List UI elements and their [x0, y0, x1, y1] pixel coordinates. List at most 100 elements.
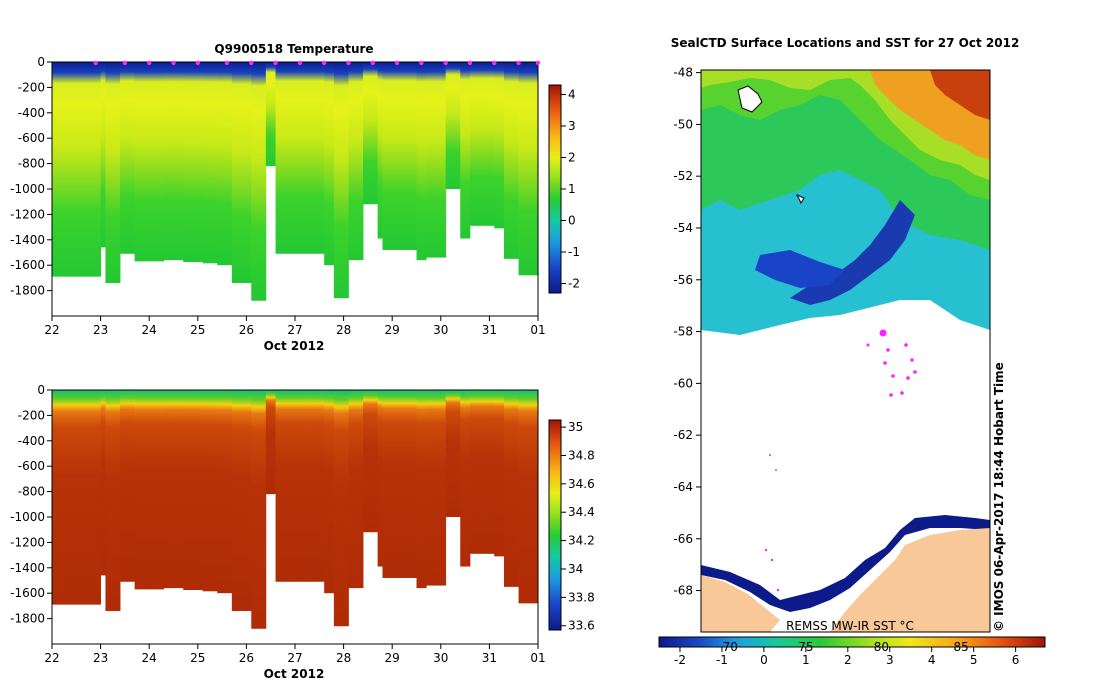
- colorbar-tick-label: 2: [568, 150, 576, 164]
- profile-column: [52, 62, 77, 277]
- surface-marker: [467, 60, 473, 66]
- surface-marker: [516, 60, 521, 66]
- y-tick-label: -1200: [10, 535, 45, 549]
- profile-column: [363, 62, 379, 205]
- x-tick-label: 27: [287, 323, 302, 337]
- profile-column: [416, 390, 427, 589]
- sst-colorbar-tick-label: 6: [1012, 653, 1020, 667]
- x-tick-label: 23: [93, 651, 108, 665]
- antarctica-land-east: [830, 528, 990, 632]
- profile-column: [324, 390, 335, 594]
- profile-column: [100, 390, 106, 576]
- profile-column: [533, 62, 539, 276]
- profile-column: [382, 390, 403, 578]
- profile-column: [333, 390, 349, 627]
- profile-column: [426, 390, 447, 586]
- profile-column: [494, 62, 505, 229]
- salinity-colorbar: [548, 419, 562, 631]
- profile-column: [105, 62, 121, 283]
- sst-cold-patch: [755, 250, 845, 288]
- y-tick-label: -200: [18, 80, 45, 94]
- profile-column: [484, 62, 495, 226]
- lat-tick-label: -50: [673, 117, 693, 131]
- temperature-axes: 0 -200 -400 -600 -800 -1000 -1200 -1400 -1600 -18…: [10, 55, 546, 337]
- coastal-cold-band: [701, 515, 990, 612]
- temperature-title: Q9900518 Temperature: [214, 42, 373, 56]
- x-tick-label: 26: [239, 323, 254, 337]
- x-tick-label: 28: [336, 323, 351, 337]
- lat-tick-label: -66: [673, 532, 693, 546]
- y-tick-label: -1000: [10, 182, 45, 196]
- profile-column: [382, 62, 403, 250]
- profile-column: [295, 62, 310, 254]
- x-tick-label: 25: [190, 323, 205, 337]
- surface-marker: [147, 60, 152, 66]
- map-source-label: REMSS MW-IR SST °C: [786, 619, 914, 633]
- profile-column: [363, 390, 379, 533]
- profile-column: [469, 390, 485, 554]
- surface-marker: [249, 60, 254, 66]
- profile-column: [120, 390, 136, 582]
- profile-column: [134, 62, 145, 262]
- profile-column: [265, 390, 276, 495]
- surface-marker: [370, 60, 375, 66]
- surface-marker: [93, 60, 98, 66]
- x-tick-label: 29: [385, 651, 400, 665]
- profile-column: [348, 62, 364, 261]
- colorbar-tick-label: 34.6: [568, 477, 595, 491]
- x-tick-label: 29: [385, 323, 400, 337]
- lat-tick-label: -62: [673, 428, 693, 442]
- sst-fahrenheit-tick-label: 85: [953, 640, 968, 654]
- salinity-axes: 0 -200 -400 -600 -800 -1000 -1200 -1400 -1600 -18…: [10, 383, 546, 665]
- surface-marker: [394, 60, 400, 66]
- profile-column: [503, 62, 519, 259]
- map-title: SealCTD Surface Locations and SST for 27…: [671, 36, 1020, 50]
- profile-column: [217, 62, 233, 266]
- y-tick-label: -600: [18, 459, 45, 473]
- x-tick-label: 24: [142, 651, 157, 665]
- colorbar-tick-label: 33.6: [568, 619, 595, 633]
- y-tick-label: -1600: [10, 258, 45, 272]
- timestamp-label: © IMOS 06-Apr-2017 18:44 Hobart Time: [992, 362, 1006, 632]
- profile-column: [460, 390, 471, 567]
- y-tick-label: 0: [37, 383, 45, 397]
- profile-column: [484, 390, 495, 554]
- lat-tick-label: -52: [673, 169, 693, 183]
- sst-colorbar-tick-label: 4: [928, 653, 936, 667]
- colorbar-tick-label: 34: [568, 562, 583, 576]
- colorbar-tick-label: -1: [568, 245, 580, 259]
- sst-colorbar-tick-label: 3: [886, 653, 894, 667]
- sst-colorbar-tick-label: -2: [674, 653, 686, 667]
- y-tick-label: -1600: [10, 586, 45, 600]
- x-tick-label: 01: [530, 651, 545, 665]
- y-tick-label: -1800: [10, 284, 45, 298]
- temperature-plot: [52, 62, 539, 301]
- colorbar-tick-label: 0: [568, 214, 576, 228]
- surface-marker: [122, 60, 128, 66]
- surface-marker: [273, 60, 278, 66]
- lat-tick-label: -54: [673, 221, 693, 235]
- profile-column: [183, 62, 204, 263]
- profile-column: [309, 62, 325, 254]
- profile-column: [295, 390, 310, 582]
- seal-location-markers: [764, 329, 917, 592]
- lat-tick-label: -56: [673, 273, 693, 287]
- surface-marker: [321, 60, 327, 66]
- profile-column: [377, 62, 383, 239]
- profile-column: [309, 390, 325, 582]
- colorbar-tick-label: 1: [568, 182, 576, 196]
- profile-column: [401, 390, 417, 578]
- profile-column: [460, 62, 471, 239]
- profile-column: [231, 390, 252, 611]
- x-tick-label: 27: [287, 651, 302, 665]
- y-tick-label: -800: [18, 157, 45, 171]
- profile-column: [503, 390, 519, 587]
- sst-fahrenheit-tick-label: 75: [798, 640, 813, 654]
- x-tick-label: 01: [530, 323, 545, 337]
- x-tick-label: 30: [433, 323, 448, 337]
- profile-column: [324, 62, 335, 266]
- profile-column: [518, 390, 534, 604]
- x-tick-label: 28: [336, 651, 351, 665]
- sst-colorbar-tick-label: 2: [844, 653, 852, 667]
- profile-column: [52, 390, 77, 605]
